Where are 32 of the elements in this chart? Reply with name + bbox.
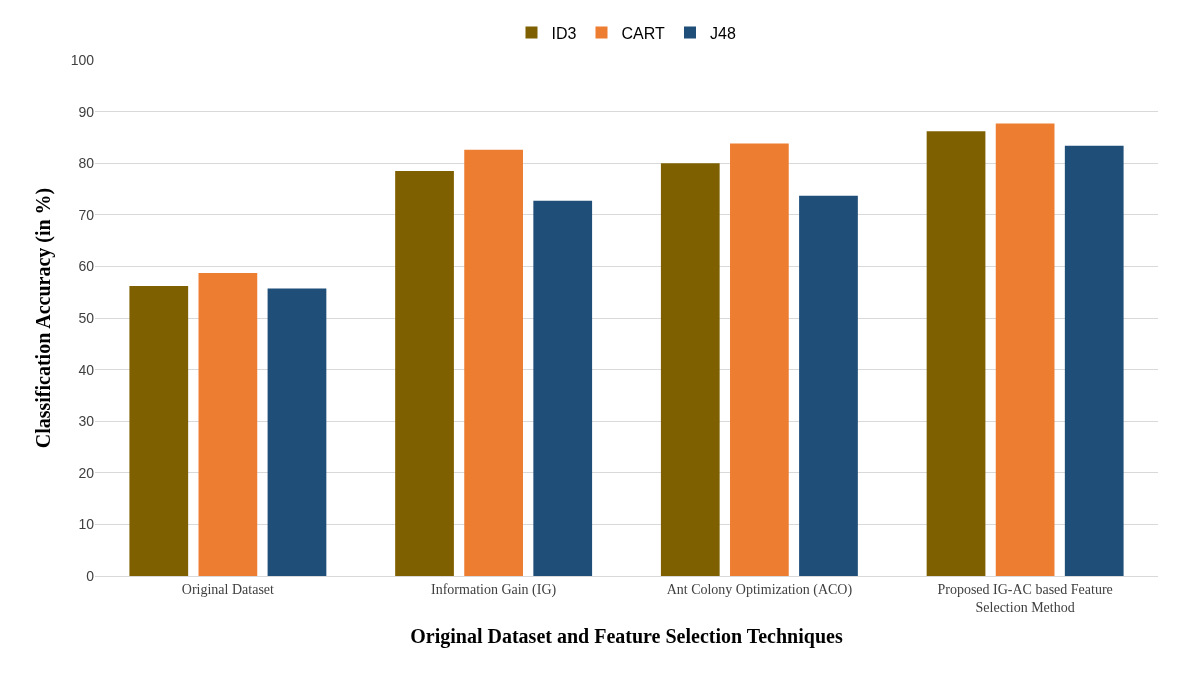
y-tick-label: 80 [78,155,95,172]
bar [926,131,986,576]
y-tick-label: 20 [78,464,95,481]
bar [660,163,720,576]
bar [995,123,1055,576]
bar [533,200,593,576]
y-tick-label: 90 [78,103,95,120]
x-axis-title: Original Dataset and Feature Selection Techniques [410,624,843,648]
legend-label: J48 [709,24,736,42]
x-tick-label: Original Dataset [181,581,275,597]
y-tick-label: 70 [78,206,95,223]
y-tick-label: 30 [78,413,95,430]
x-tick-label: Proposed IG-AC based Feature Selection Method [937,581,1113,615]
x-tick-label: Information Gain (IG) [431,581,557,598]
bar [1064,145,1124,576]
bar [730,143,789,576]
bar [267,288,327,576]
bar [464,149,523,576]
y-tick-label: 40 [78,361,95,378]
y-tick-label: 50 [78,309,95,326]
y-tick-label: 100 [70,51,95,68]
y-tick-label: 10 [78,516,95,533]
legend-label: ID3 [551,24,577,42]
y-axis-title: Classification Accuracy (in %) [32,187,56,449]
bar [129,286,189,576]
legend-label: CART [621,24,665,42]
y-tick-label: 0 [86,567,95,584]
x-tick-label: Ant Colony Optimization (ACO) [666,581,853,598]
bar [395,170,454,576]
bar [198,273,258,576]
bar [799,195,858,576]
y-tick-label: 60 [78,258,95,275]
